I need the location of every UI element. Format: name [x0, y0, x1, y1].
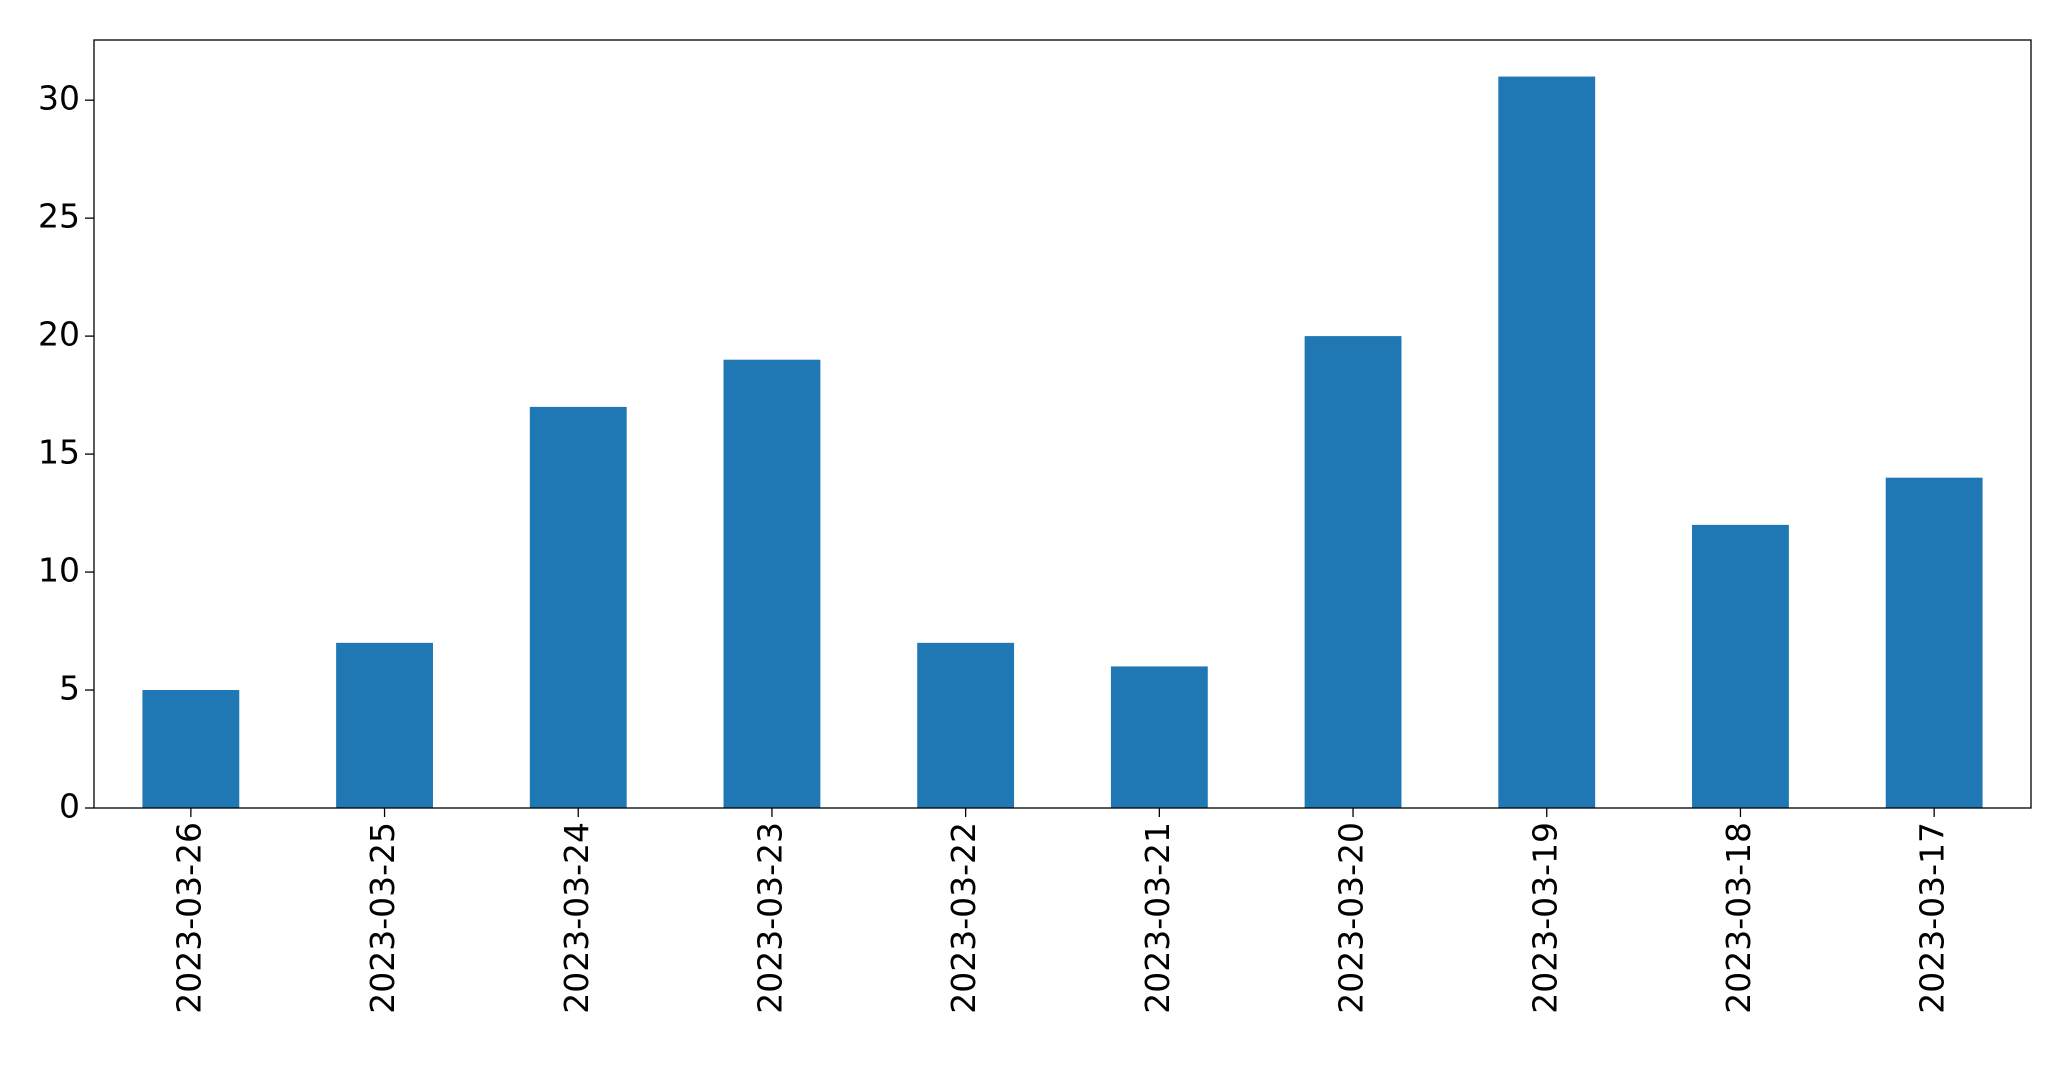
x-tick-label: 2023-03-23	[750, 822, 789, 1014]
x-tick-label: 2023-03-19	[1525, 822, 1564, 1014]
x-tick-label: 2023-03-22	[944, 822, 983, 1014]
bar	[723, 359, 821, 808]
x-tick-label: 2023-03-17	[1913, 822, 1952, 1014]
x-tick-label: 2023-03-24	[557, 822, 596, 1014]
x-tick-label: 2023-03-21	[1138, 822, 1177, 1014]
bar	[917, 642, 1015, 808]
y-tick-label: 10	[38, 551, 80, 590]
bar	[1885, 477, 1983, 808]
bar	[1110, 666, 1208, 808]
y-tick-label: 20	[38, 315, 80, 354]
y-tick-label: 30	[38, 79, 80, 118]
bar	[1304, 336, 1402, 808]
x-tick-label: 2023-03-26	[169, 822, 208, 1014]
y-tick-label: 15	[38, 433, 80, 472]
bar	[142, 690, 240, 808]
x-tick-label: 2023-03-25	[363, 822, 402, 1014]
x-tick-label: 2023-03-20	[1332, 822, 1371, 1014]
y-tick-label: 5	[59, 669, 80, 708]
bar	[529, 406, 627, 808]
y-tick-label: 25	[38, 197, 80, 236]
x-tick-label: 2023-03-18	[1719, 822, 1758, 1014]
bar	[336, 642, 433, 808]
plot-frame	[93, 39, 2032, 809]
bar	[1498, 76, 1596, 809]
bar	[1692, 524, 1789, 808]
y-tick-label: 0	[59, 787, 80, 826]
